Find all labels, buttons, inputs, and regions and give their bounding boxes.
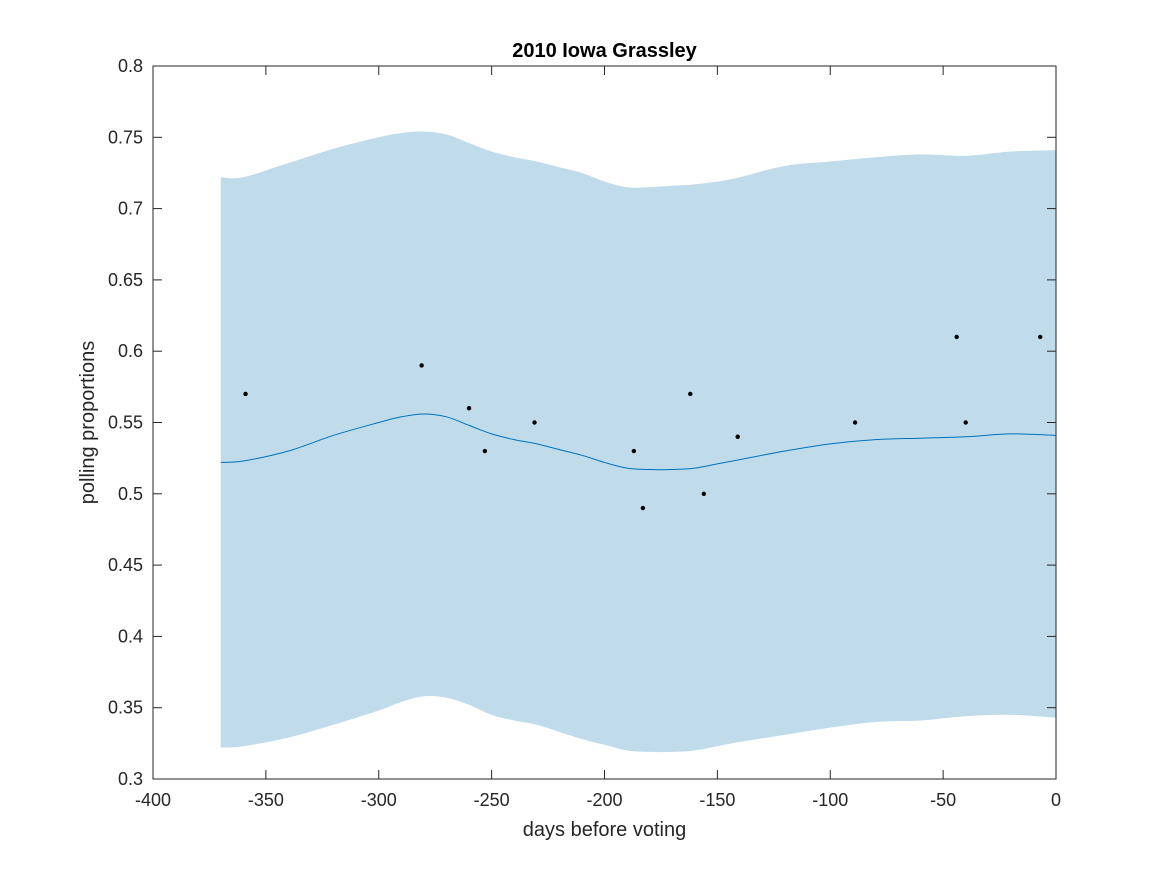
poll-point	[419, 363, 424, 368]
chart-title: 2010 Iowa Grassley	[512, 40, 697, 62]
poll-point	[852, 420, 858, 425]
poll-point	[243, 391, 248, 397]
y-tick-label: 0.6	[118, 341, 143, 361]
poll-point	[954, 334, 959, 340]
y-tick-label: 0.35	[108, 698, 143, 718]
x-tick-label: -100	[812, 790, 848, 810]
y-tick-label: 0.4	[118, 626, 143, 646]
poll-point	[640, 505, 646, 511]
y-tick-label: 0.3	[118, 769, 143, 789]
x-tick-label: -400	[135, 790, 171, 810]
mean-line-layer	[220, 413, 1057, 471]
poll-point	[466, 406, 472, 411]
x-tick-label: -200	[586, 790, 622, 810]
y-tick-label: 0.65	[108, 270, 143, 290]
y-tick-label: 0.5	[118, 484, 143, 504]
mean-line	[220, 413, 1057, 471]
poll-point	[688, 391, 693, 397]
x-tick-label: -300	[361, 790, 397, 810]
poll-point	[963, 420, 968, 425]
poll-point	[631, 448, 637, 454]
y-tick-label: 0.8	[118, 56, 143, 76]
x-axis-ticks: -400 -350 -300 -250 -200 -150 -100 -50 0	[135, 66, 1061, 810]
x-tick-label: -250	[474, 790, 510, 810]
x-axis-label: days before voting	[523, 819, 686, 841]
poll-point	[482, 448, 488, 454]
poll-point	[735, 434, 740, 439]
y-axis-label: polling proportions	[77, 341, 99, 504]
x-tick-label: -150	[699, 790, 735, 810]
poll-point	[701, 491, 707, 496]
x-tick-label: 0	[1051, 790, 1061, 810]
y-tick-label: 0.45	[108, 555, 143, 575]
y-axis-ticks: 0.3 0.35 0.4 0.45 0.5 0.55 0.6 0.65 0.7 0.75 0.8	[108, 56, 1056, 789]
poll-point	[532, 420, 537, 425]
y-tick-label: 0.55	[108, 413, 143, 433]
confidence-band	[220, 131, 1057, 753]
y-tick-label: 0.7	[118, 199, 143, 219]
x-tick-label: -50	[930, 790, 956, 810]
y-tick-label: 0.75	[108, 127, 143, 147]
confidence-band-layer	[220, 131, 1057, 753]
poll-point	[1037, 334, 1043, 340]
x-tick-label: -350	[248, 790, 284, 810]
poll-points-layer	[243, 334, 1043, 511]
